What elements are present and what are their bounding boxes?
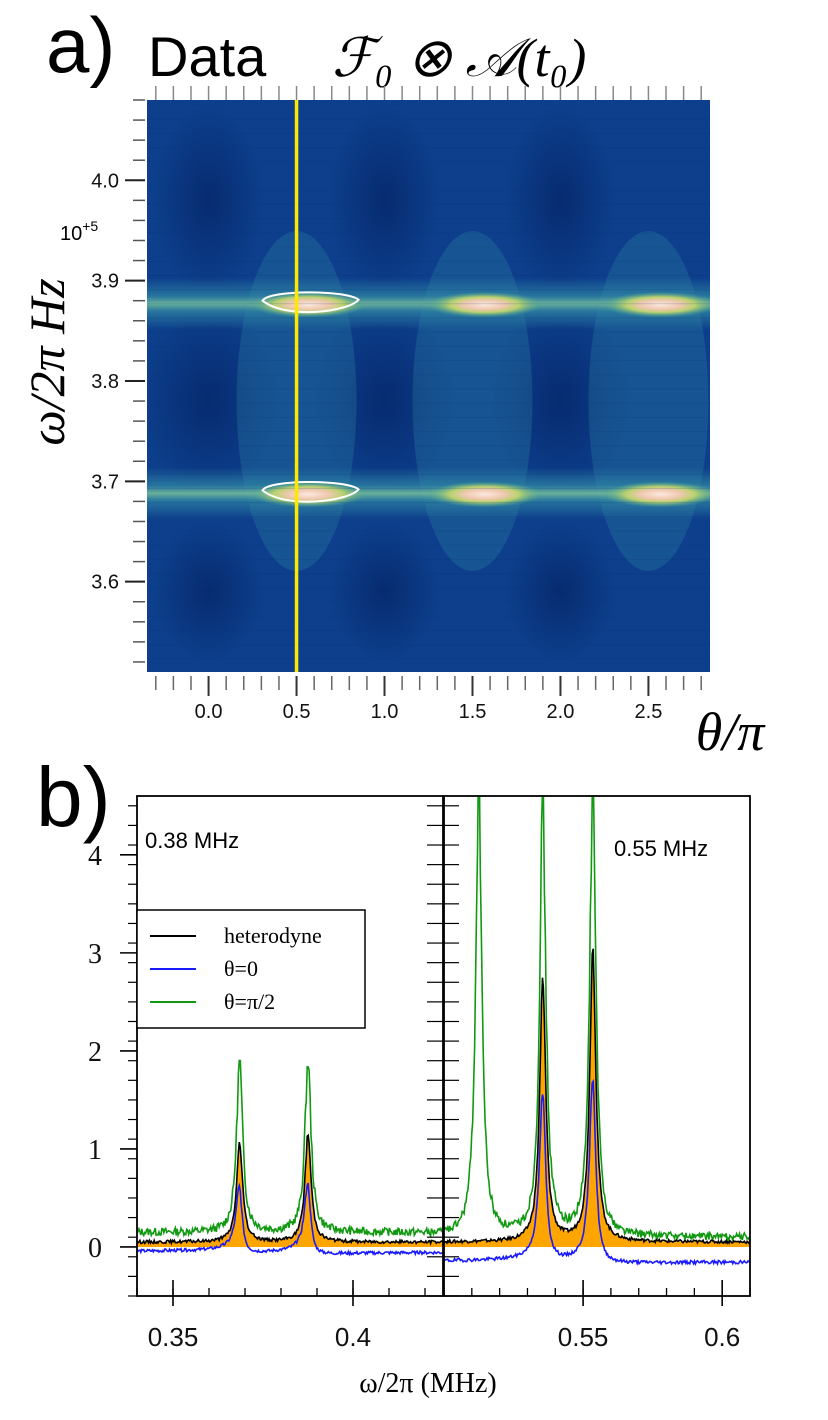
spectrum-line-heterodyne <box>444 948 750 1246</box>
x-tick-label: 0.0 <box>195 701 223 723</box>
heatmap <box>147 100 710 672</box>
panel-a-title-formula: ℱ₀ ⊗ 𝒜(t₀) <box>332 28 586 88</box>
heatmap-peak <box>426 291 543 318</box>
dark-region-lower <box>153 521 264 662</box>
dark-region-lower <box>505 521 616 662</box>
x-tick-label: 0.4 <box>335 1322 371 1352</box>
y-tick-label: 4.0 <box>91 170 119 192</box>
right-plot-frame <box>443 795 751 1297</box>
left-plot-frame <box>136 795 444 1297</box>
legend: heterodyne θ=0 θ=π/2 <box>136 909 366 1029</box>
x-tick-label: 0.5 <box>283 701 311 723</box>
heatmap-peak <box>250 291 367 318</box>
x-tick-label: 1.5 <box>459 701 487 723</box>
y-tick-label: 2 <box>88 1037 102 1068</box>
heatmap-peak <box>426 481 543 508</box>
x-tick-label: 0.55 <box>558 1322 609 1352</box>
heatmap-peak <box>602 291 710 318</box>
y-tick-label: 3.7 <box>91 471 119 493</box>
legend-label-theta-pi2: θ=π/2 <box>224 989 275 1014</box>
spectrum-line-heterodyne <box>137 1133 443 1246</box>
dark-region-middle <box>314 306 455 497</box>
spectrum-line-theta-pi2 <box>444 796 750 1244</box>
y-tick-label: 4 <box>88 841 102 872</box>
legend-label-theta-0: θ=0 <box>224 956 258 981</box>
peak-contour <box>261 481 360 503</box>
dark-region-middle <box>147 306 279 497</box>
heatmap-peak <box>602 481 710 508</box>
y-tick-label: 0 <box>88 1233 102 1264</box>
panel-a-ylabel: ω/2π Hz <box>19 278 75 445</box>
x-tick-label: 0.35 <box>148 1322 199 1352</box>
y-tick-label: 3 <box>88 939 102 970</box>
y-tick-label: 1 <box>88 1135 102 1166</box>
right-plot <box>443 795 751 1297</box>
dark-region-upper <box>505 105 616 296</box>
spectrum-line-theta-0 <box>444 1078 750 1267</box>
spectrum-line-theta-0 <box>137 1182 443 1257</box>
dark-region-upper <box>153 105 264 296</box>
panel-b-label: b) <box>36 750 111 844</box>
panel-b-xlabel: ω/2π (MHz) <box>359 1368 497 1399</box>
dark-region-lower <box>329 521 440 662</box>
left-plot <box>136 795 444 1297</box>
left-annotation: 0.38 MHz <box>145 828 239 853</box>
dark-region-middle <box>490 306 631 497</box>
y-tick-label: 3.9 <box>91 271 119 293</box>
dark-region-upper <box>329 105 440 296</box>
x-tick-label: 2.0 <box>547 701 575 723</box>
peak-contour <box>261 291 360 314</box>
x-tick-label: 2.5 <box>635 701 663 723</box>
panel-a-label: a) <box>46 1 115 89</box>
x-tick-label: 1.0 <box>371 701 399 723</box>
y-tick-label: 3.6 <box>91 572 119 594</box>
panel-a-title-data: Data <box>148 25 267 88</box>
right-annotation: 0.55 MHz <box>614 836 708 861</box>
spectrum-line-theta-pi2 <box>137 1059 443 1239</box>
x-tick-label: 0.6 <box>704 1322 740 1352</box>
panel-a-xlabel: θ/π <box>696 702 767 762</box>
y-tick-label: 3.8 <box>91 371 119 393</box>
legend-label-heterodyne: heterodyne <box>224 923 322 948</box>
heatmap-peak <box>250 481 367 508</box>
y-exponent: 10+5 <box>60 218 98 245</box>
